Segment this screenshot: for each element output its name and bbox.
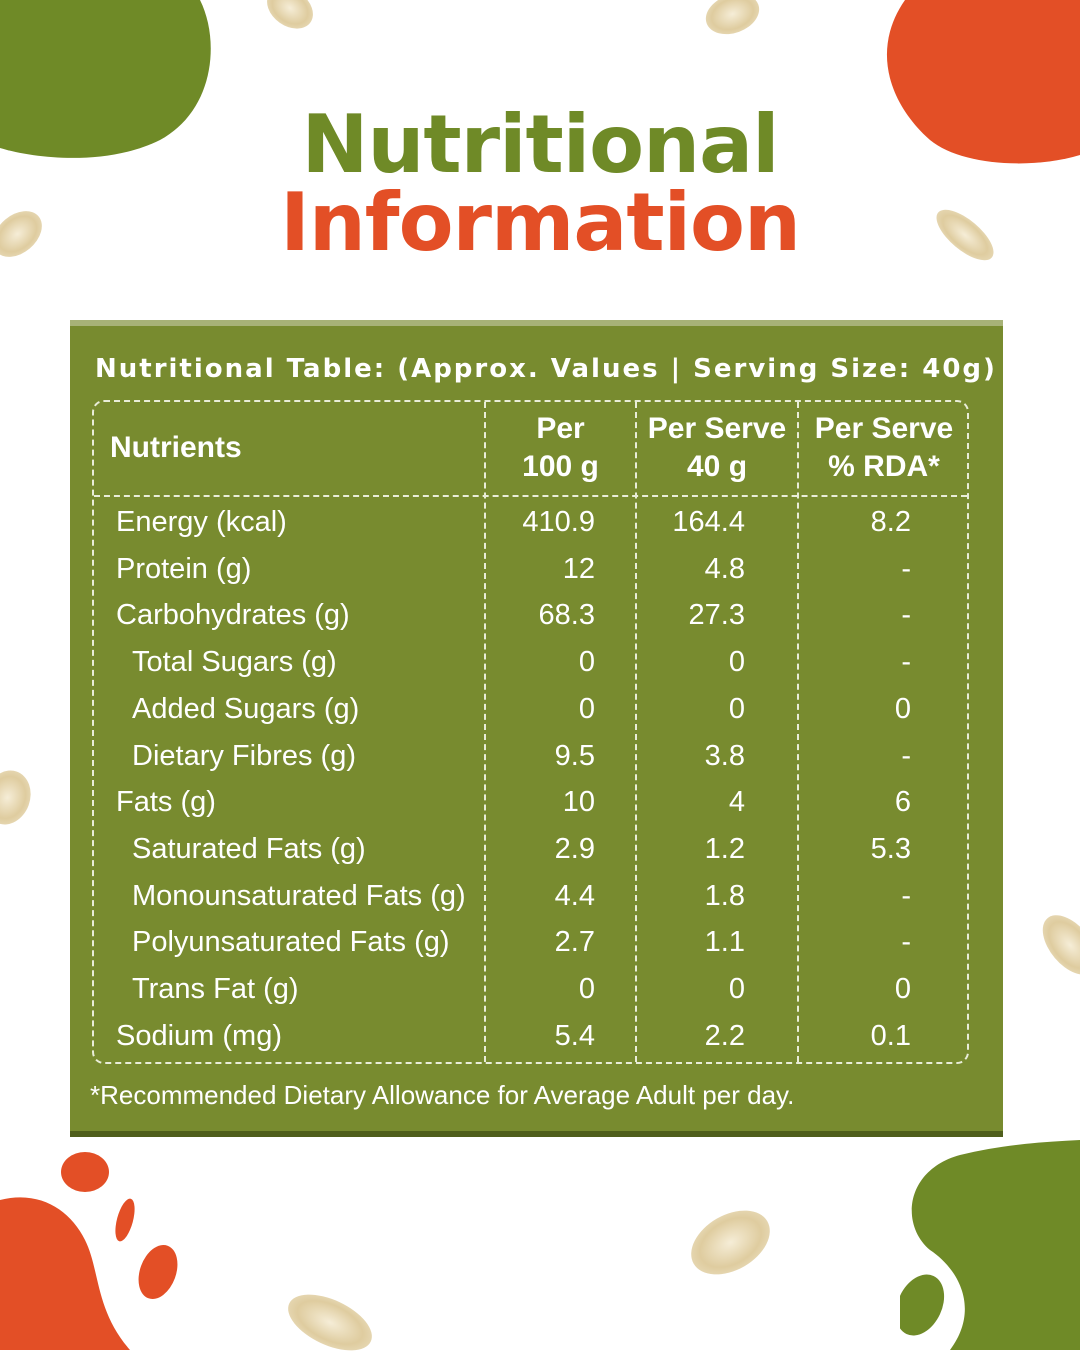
value-per-serve: 164.4	[672, 506, 745, 538]
table-row: Saturated Fats (g) 2.9 1.2 5.3	[94, 826, 967, 873]
orange-blob-top-right	[886, 0, 1080, 164]
value-per-serve: 4.8	[704, 552, 745, 585]
column-divider	[484, 402, 486, 1062]
value-rda: 0	[894, 692, 911, 725]
oat-flake-decoration	[279, 1283, 381, 1362]
nutrient-name: Energy (kcal)	[116, 506, 287, 538]
value-per-100g: 410.9	[522, 506, 595, 538]
nutrient-name: Dietary Fibres (g)	[132, 739, 356, 772]
nutrient-name: Added Sugars (g)	[132, 692, 360, 725]
value-rda: -	[901, 739, 911, 772]
value-per-100g: 12	[562, 552, 595, 585]
nutrient-name: Fats (g)	[116, 786, 216, 819]
value-per-100g: 4.4	[554, 879, 595, 912]
value-per-serve: 0	[728, 973, 745, 1005]
header-per-100g: Per 100 g	[486, 410, 635, 486]
value-per-100g: 2.7	[554, 926, 595, 959]
header-line: Per Serve	[814, 412, 954, 445]
value-rda: -	[901, 599, 911, 632]
value-per-100g: 0	[578, 973, 595, 1005]
nutrient-name: Trans Fat (g)	[132, 973, 299, 1005]
value-per-100g: 9.5	[554, 739, 595, 772]
value-rda: -	[901, 926, 911, 959]
nutrient-name: Protein (g)	[116, 552, 252, 585]
heading-line1: Nutritional	[301, 98, 779, 191]
oat-flake-decoration	[259, 0, 321, 38]
table-row: Dietary Fibres (g) 9.5 3.8 -	[94, 733, 967, 780]
header-rda: Per Serve % RDA*	[799, 410, 969, 486]
value-per-100g: 68.3	[538, 599, 595, 632]
header-nutrients: Nutrients	[110, 431, 242, 464]
table-row: Total Sugars (g) 0 0 -	[94, 639, 967, 686]
value-per-100g: 0	[578, 692, 595, 725]
green-blob-bottom-right	[900, 1140, 1080, 1350]
header-line: 40 g	[686, 450, 748, 483]
nutrition-table-panel: Nutritional Table: (Approx. Values | Ser…	[70, 320, 1003, 1137]
value-per-100g: 0	[578, 646, 595, 679]
nutrition-table: Nutrients Per 100 g Per Serve 40 g Per Ser…	[92, 400, 969, 1064]
table-row: Polyunsaturated Fats (g) 2.7 1.1 -	[94, 919, 967, 966]
header-line: Per Serve	[647, 412, 787, 445]
value-rda: 0.1	[870, 1019, 911, 1052]
nutrient-name: Sodium (mg)	[116, 1019, 282, 1052]
value-per-serve: 27.3	[688, 599, 745, 632]
table-row: Monounsaturated Fats (g) 4.4 1.8 -	[94, 873, 967, 920]
value-per-100g: 10	[562, 786, 595, 819]
header-line: % RDA*	[828, 450, 940, 483]
header-line: Per	[536, 412, 585, 445]
value-per-serve: 0	[728, 692, 745, 725]
table-row: Added Sugars (g) 0 0 0	[94, 686, 967, 733]
table-row: Sodium (mg) 5.4 2.2 0.1	[94, 1013, 967, 1060]
value-per-100g: 2.9	[554, 832, 595, 865]
oat-flake-decoration	[1032, 905, 1080, 985]
oat-flake-decoration	[0, 763, 39, 832]
value-rda: 6	[894, 786, 911, 819]
column-divider	[797, 402, 799, 1062]
green-blob-top-left	[0, 0, 211, 158]
value-per-100g: 5.4	[554, 1019, 595, 1052]
table-row: Carbohydrates (g) 68.3 27.3 -	[94, 592, 967, 639]
header-per-serve: Per Serve 40 g	[637, 410, 797, 486]
value-rda: 5.3	[870, 832, 911, 865]
column-divider	[635, 402, 637, 1062]
value-per-serve: 0	[728, 646, 745, 679]
value-rda: -	[901, 879, 911, 912]
oat-flake-decoration	[700, 0, 765, 42]
value-rda: 8.2	[870, 506, 911, 538]
header-divider	[94, 495, 967, 497]
table-row: Trans Fat (g) 0 0 0	[94, 966, 967, 1013]
value-per-serve: 1.2	[704, 832, 745, 865]
value-per-serve: 3.8	[704, 739, 745, 772]
value-per-serve: 1.8	[704, 879, 745, 912]
nutrient-name: Saturated Fats (g)	[132, 832, 366, 865]
nutrient-name: Total Sugars (g)	[132, 646, 337, 679]
footnote: *Recommended Dietary Allowance for Avera…	[90, 1080, 795, 1110]
nutrient-name: Monounsaturated Fats (g)	[132, 879, 466, 912]
header-line: 100 g	[522, 450, 599, 483]
value-per-serve: 2.2	[704, 1019, 745, 1052]
value-rda: -	[901, 646, 911, 679]
table-caption: Nutritional Table: (Approx. Values | Ser…	[95, 354, 997, 384]
nutrient-name: Polyunsaturated Fats (g)	[132, 926, 450, 959]
orange-blob-bottom-left	[0, 1152, 178, 1350]
table-row: Fats (g) 10 4 6	[94, 779, 967, 826]
value-per-serve: 1.1	[704, 926, 745, 959]
table-row: Energy (kcal) 410.9 164.4 8.2	[94, 499, 967, 546]
oat-flake-decoration	[679, 1197, 782, 1288]
value-per-serve: 4	[728, 786, 745, 819]
table-row: Protein (g) 12 4.8 -	[94, 546, 967, 593]
value-rda: -	[901, 552, 911, 585]
heading-line2: Information	[280, 176, 801, 269]
value-rda: 0	[894, 973, 911, 1005]
nutrient-name: Carbohydrates (g)	[116, 599, 350, 632]
